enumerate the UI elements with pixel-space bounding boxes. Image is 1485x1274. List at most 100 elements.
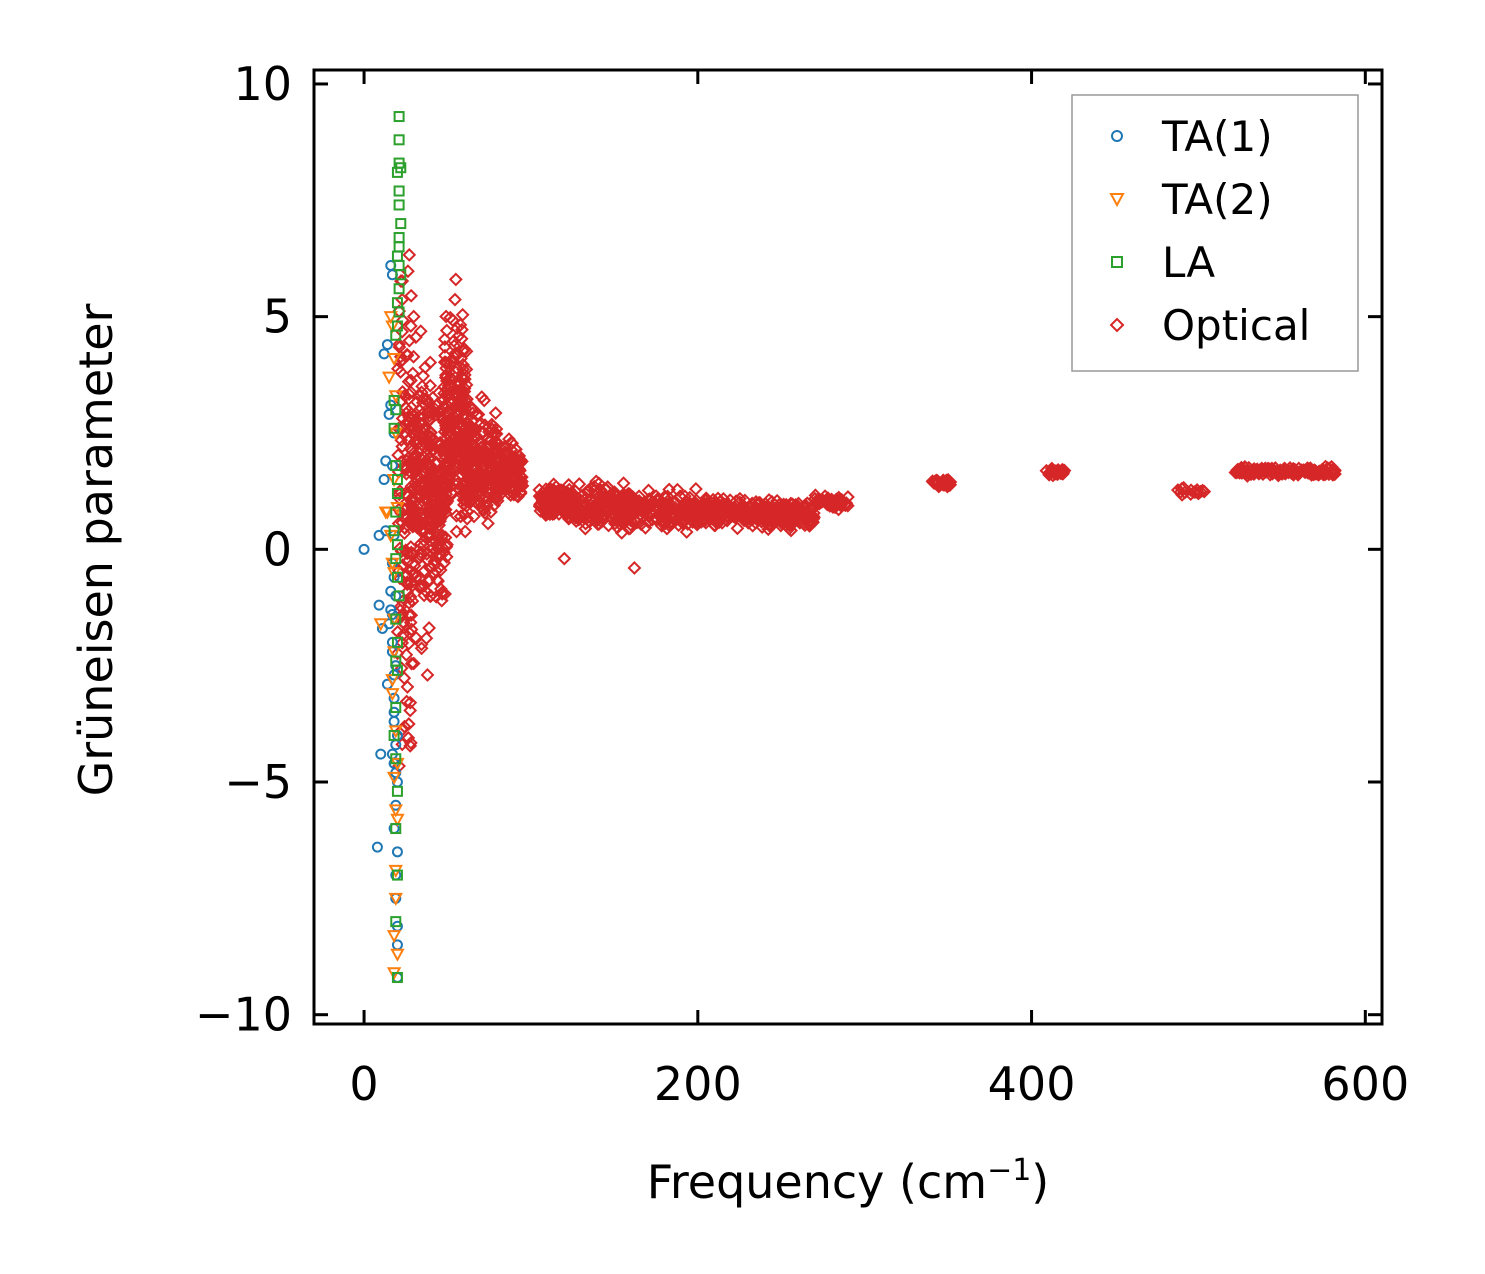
optical-point	[424, 589, 438, 603]
optical-point	[429, 563, 444, 578]
optical-point	[480, 431, 495, 446]
optical-point	[464, 400, 479, 415]
optical-point	[1286, 467, 1301, 482]
optical-point	[442, 373, 457, 387]
optical-point	[1281, 465, 1296, 480]
optical-point	[392, 337, 406, 352]
optical-point	[424, 425, 438, 440]
y-tick-label: 10	[233, 57, 292, 111]
optical-point	[680, 497, 695, 512]
optical-point	[462, 424, 477, 439]
la-point	[390, 823, 402, 835]
optical-point	[439, 389, 454, 403]
optical-point	[460, 511, 475, 526]
axis-ticks: 0 200 400 600 −10 −5 0 5 10	[195, 57, 1409, 1111]
la-point	[393, 111, 405, 123]
legend-marker-optical	[1109, 317, 1125, 333]
optical-point	[623, 521, 638, 536]
la-point	[393, 199, 405, 211]
optical-point	[1254, 465, 1268, 480]
optical-point	[806, 509, 821, 524]
ta-2-point	[386, 930, 402, 944]
optical-point	[476, 449, 491, 463]
y-tick-label: −5	[224, 755, 292, 809]
optical-point	[488, 406, 503, 420]
optical-point	[414, 641, 429, 656]
optical-point	[405, 482, 419, 497]
optical-point	[408, 630, 423, 645]
optical-point	[406, 656, 421, 671]
optical-point	[621, 506, 636, 521]
optical-point	[431, 574, 445, 589]
ta-2-point	[390, 813, 405, 827]
optical-point	[465, 444, 480, 459]
la-point	[390, 753, 402, 765]
optical-point	[410, 395, 424, 409]
la-point	[391, 785, 403, 797]
optical-point	[737, 493, 752, 508]
optical-point	[401, 636, 416, 651]
optical-point	[438, 502, 453, 517]
optical-point	[404, 479, 419, 494]
optical-point	[596, 510, 610, 524]
optical-point	[936, 473, 951, 488]
optical-point	[1232, 463, 1247, 478]
optical-point	[416, 368, 431, 383]
optical-point	[723, 493, 738, 508]
optical-point	[404, 656, 419, 671]
optical-point	[559, 507, 574, 522]
optical-point	[781, 501, 795, 516]
optical-point	[449, 524, 464, 539]
optical-point	[464, 485, 478, 500]
optical-point	[437, 332, 452, 347]
optical-point	[430, 548, 445, 563]
optical-point	[410, 418, 425, 433]
optical-point	[438, 587, 452, 601]
optical-point	[558, 504, 573, 518]
optical-point	[406, 446, 421, 461]
optical-point	[407, 459, 422, 474]
optical-point	[825, 494, 839, 509]
optical-point	[1174, 481, 1189, 496]
optical-point	[448, 292, 462, 307]
optical-point	[1042, 467, 1057, 481]
optical-point	[809, 497, 823, 512]
optical-point	[450, 321, 465, 336]
x-tick-label: 600	[1321, 1057, 1409, 1111]
ta-1-point	[375, 748, 387, 760]
optical-point	[402, 626, 417, 641]
data-points	[358, 111, 1342, 983]
optical-point	[498, 468, 512, 483]
x-tick-label: 0	[349, 1057, 378, 1111]
optical-point	[437, 424, 452, 439]
optical-point	[422, 413, 436, 428]
optical-point	[1230, 463, 1245, 478]
optical-point	[698, 493, 713, 508]
optical-point	[395, 385, 410, 399]
optical-point	[839, 496, 854, 511]
optical-point	[560, 492, 574, 507]
optical-point	[399, 694, 414, 709]
optical-point	[404, 546, 419, 561]
optical-point	[660, 511, 675, 526]
optical-point	[736, 498, 751, 513]
optical-point	[413, 580, 428, 595]
optical-point	[587, 483, 602, 497]
optical-point	[404, 288, 419, 303]
optical-point	[728, 505, 743, 520]
optical-point	[404, 373, 418, 388]
optical-point	[467, 476, 482, 491]
optical-point	[606, 487, 621, 501]
optical-point	[546, 488, 560, 502]
la-point	[390, 553, 402, 565]
la-point	[388, 729, 400, 741]
la-point	[395, 162, 407, 174]
x-axis-label-suffix: )	[1031, 1155, 1049, 1209]
optical-point	[508, 470, 522, 485]
optical-point	[735, 507, 749, 522]
ta-1-point	[378, 474, 390, 486]
optical-point	[789, 503, 804, 518]
optical-point	[424, 401, 438, 416]
optical-point	[454, 351, 468, 366]
optical-point	[692, 506, 707, 521]
